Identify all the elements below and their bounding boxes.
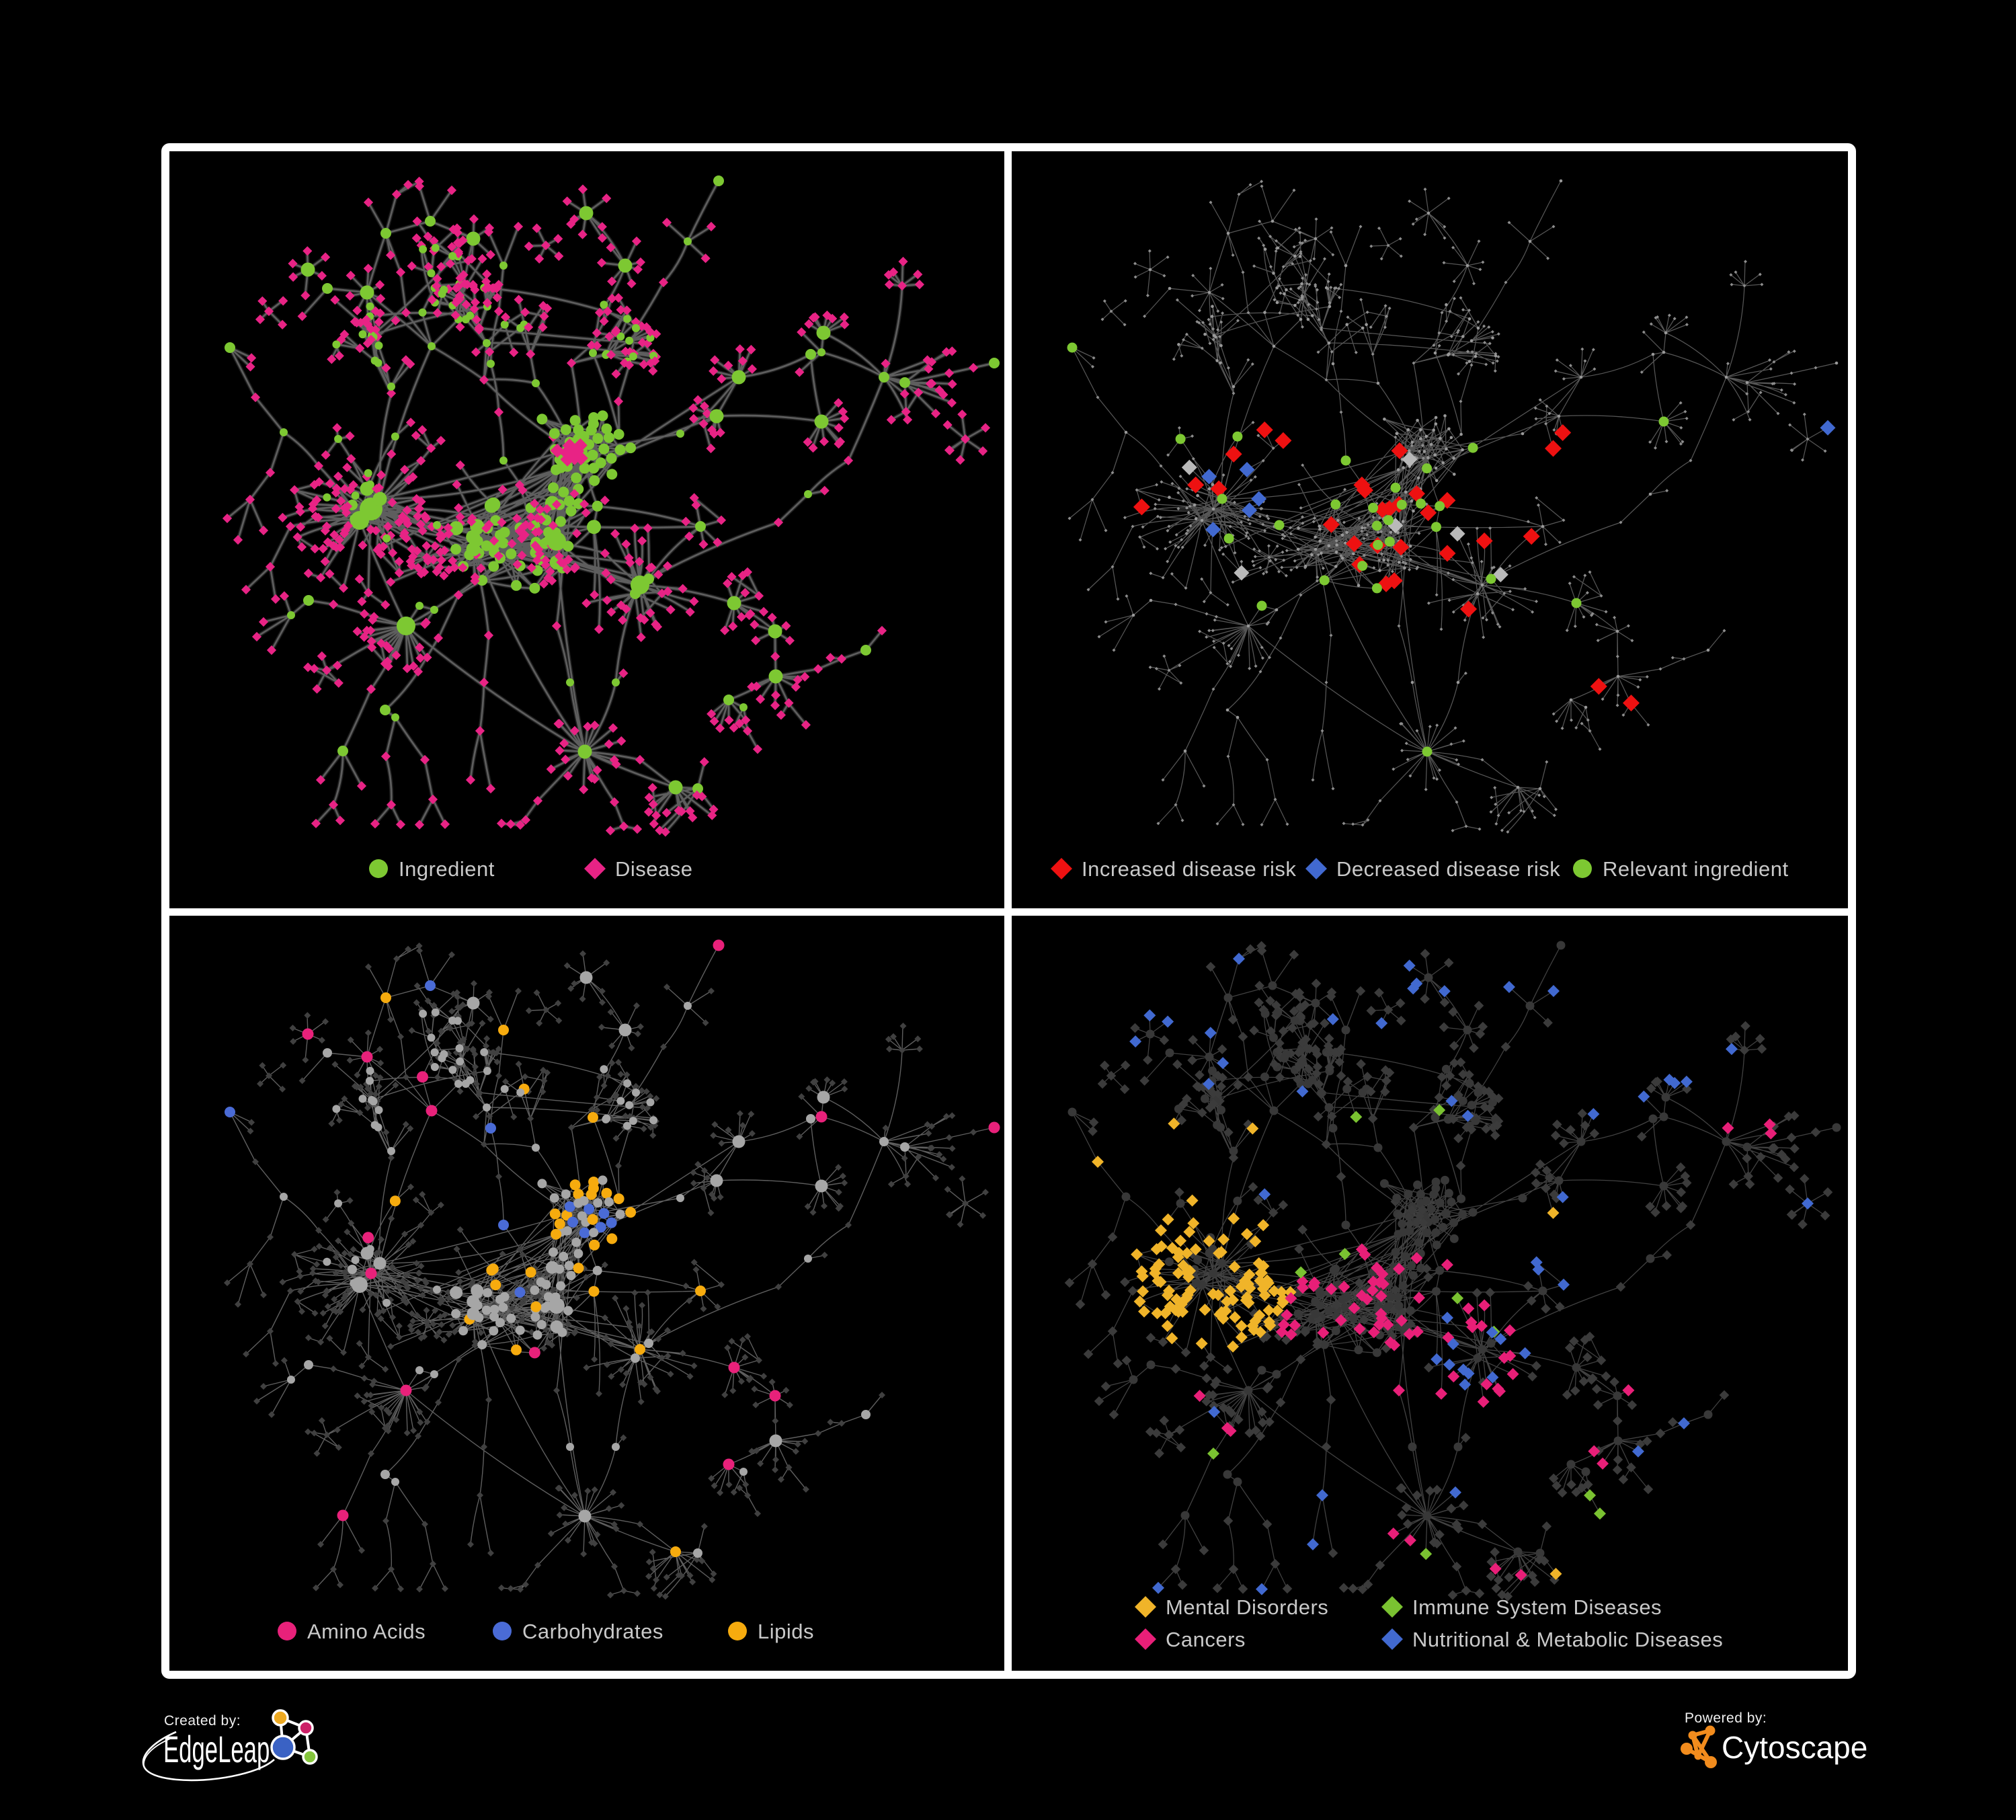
svg-text:Lipids: Lipids — [758, 1620, 814, 1643]
svg-text:Mental Disorders: Mental Disorders — [1166, 1595, 1328, 1619]
svg-text:Decreased disease risk: Decreased disease risk — [1336, 857, 1560, 881]
svg-text:EdgeLeap: EdgeLeap — [163, 1729, 270, 1771]
svg-text:Relevant ingredient: Relevant ingredient — [1603, 857, 1789, 881]
svg-text:Increased disease risk: Increased disease risk — [1082, 857, 1296, 881]
svg-text:Ingredient: Ingredient — [399, 857, 495, 881]
svg-text:Immune System Diseases: Immune System Diseases — [1412, 1595, 1662, 1619]
svg-text:Powered by:: Powered by: — [1685, 1710, 1767, 1726]
svg-text:Created by:: Created by: — [164, 1713, 241, 1729]
svg-text:Amino Acids: Amino Acids — [307, 1620, 426, 1643]
svg-text:Carbohydrates: Carbohydrates — [522, 1620, 663, 1643]
svg-text:Cytoscape: Cytoscape — [1722, 1730, 1867, 1765]
svg-text:Cancers: Cancers — [1166, 1628, 1246, 1651]
svg-text:Nutritional & Metabolic Diseas: Nutritional & Metabolic Diseases — [1412, 1628, 1723, 1651]
svg-text:Disease: Disease — [615, 857, 693, 881]
